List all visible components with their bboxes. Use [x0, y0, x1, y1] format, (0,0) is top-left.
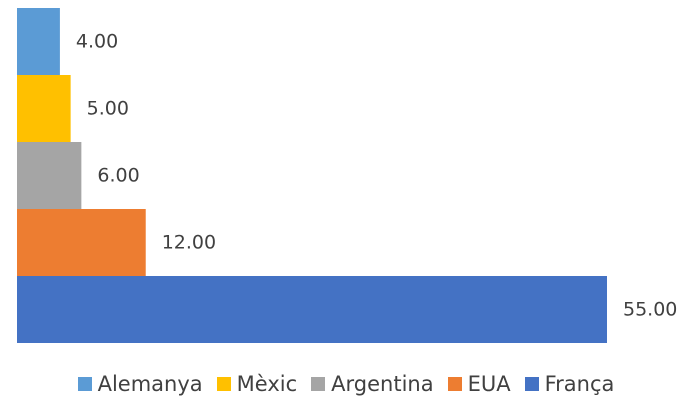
- data-label-argentina: 6.00: [97, 165, 139, 187]
- data-label-eua: 12.00: [162, 232, 216, 254]
- bar-franca: [17, 276, 607, 343]
- legend-label-argentina: Argentina: [331, 372, 434, 396]
- data-label-alemanya: 4.00: [76, 31, 118, 53]
- legend-swatch-franca: [524, 377, 539, 391]
- bar-eua: [17, 209, 146, 276]
- legend-item-argentina: Argentina: [311, 372, 434, 396]
- legend-label-franca: França: [544, 372, 615, 396]
- legend-item-alemanya: Alemanya: [77, 372, 203, 396]
- legend-label-eua: EUA: [467, 372, 511, 396]
- legend-item-mexic: Mèxic: [216, 372, 298, 396]
- data-label-franca: 55.00: [623, 299, 677, 321]
- legend-item-eua: EUA: [447, 372, 511, 396]
- legend-swatch-eua: [447, 377, 462, 391]
- bar-argentina: [17, 142, 82, 209]
- legend-label-mexic: Mèxic: [236, 372, 298, 396]
- chart-legend: Alemanya Mèxic Argentina EUA França: [0, 370, 692, 398]
- data-label-mexic: 5.00: [87, 98, 129, 120]
- legend-swatch-mexic: [216, 377, 231, 391]
- legend-label-alemanya: Alemanya: [97, 372, 203, 396]
- bar-mexic: [17, 75, 71, 142]
- bar-alemanya: [17, 8, 60, 75]
- legend-swatch-argentina: [311, 377, 326, 391]
- legend-item-franca: França: [524, 372, 615, 396]
- legend-swatch-alemanya: [77, 377, 92, 391]
